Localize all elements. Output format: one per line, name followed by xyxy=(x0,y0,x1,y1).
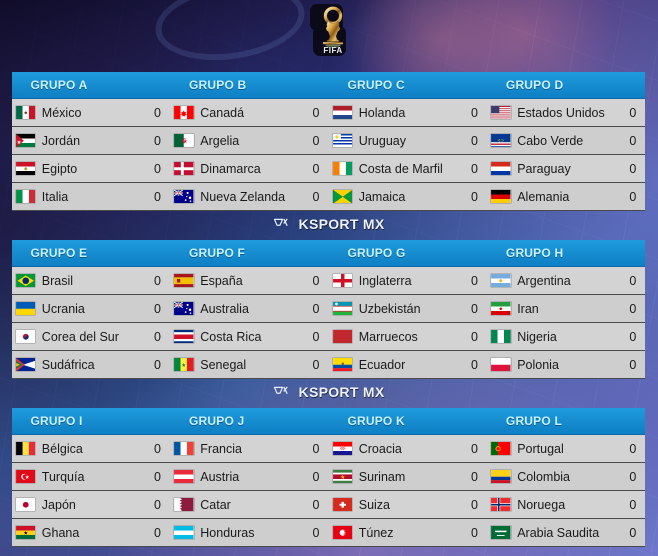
svg-text:FIFA: FIFA xyxy=(323,46,342,55)
